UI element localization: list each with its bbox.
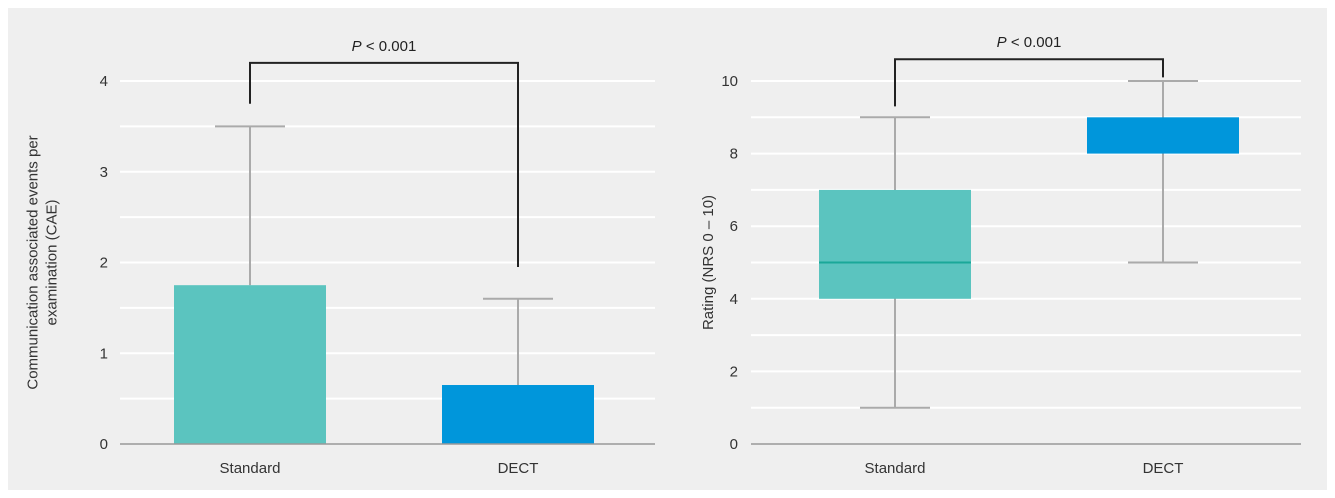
chart2-x-tick-label-dect: DECT	[1143, 460, 1184, 477]
chart2-y-tick-label-0: 0	[730, 436, 738, 453]
chart2-y-tick-label-5: 10	[721, 73, 738, 90]
chart1-y-tick-label-1: 1	[100, 345, 108, 362]
chart2-y-axis-title-line-1: Rating (NRS 0 – 10)	[700, 195, 717, 330]
chart2-box-standard	[819, 189, 971, 299]
chart1-x-tick-label-standard: Standard	[220, 460, 281, 477]
chart1-significance-bracket	[249, 61, 519, 268]
chart1-x-tick-label-dect: DECT	[498, 460, 539, 477]
chart2-significance-bracket	[894, 58, 1164, 107]
chart1-y-tick-label-4: 4	[100, 73, 108, 90]
chart1-bar-standard	[174, 285, 326, 444]
chart2-p-value-label: P < 0.001	[997, 34, 1062, 51]
chart-canvas: 0 1 2 3 4 Communication associated events per…	[25, 34, 1301, 477]
chart1-bar-dect	[442, 385, 594, 444]
chart1-p-value-label: P < 0.001	[352, 38, 417, 55]
chart2-x-tick-label-standard: Standard	[865, 460, 926, 477]
figure: 0 1 2 3 4 Communication associated events per…	[8, 8, 1327, 490]
chart1-y-tick-label-2: 2	[100, 255, 108, 272]
chart2-y-tick-label-4: 8	[730, 146, 738, 163]
chart2-y-tick-label-1: 2	[730, 363, 738, 380]
chart2-box-dect	[1087, 117, 1239, 154]
chart1-y-axis-title-line-2: examination (CAE)	[44, 200, 61, 326]
chart2-y-tick-label-2: 4	[730, 291, 738, 308]
chart1-y-tick-label-3: 3	[100, 164, 108, 181]
chart1-y-axis-title-line-1: Communication associated events per	[25, 135, 42, 389]
chart2-y-tick-label-3: 6	[730, 218, 738, 235]
chart1-y-tick-label-0: 0	[100, 436, 108, 453]
